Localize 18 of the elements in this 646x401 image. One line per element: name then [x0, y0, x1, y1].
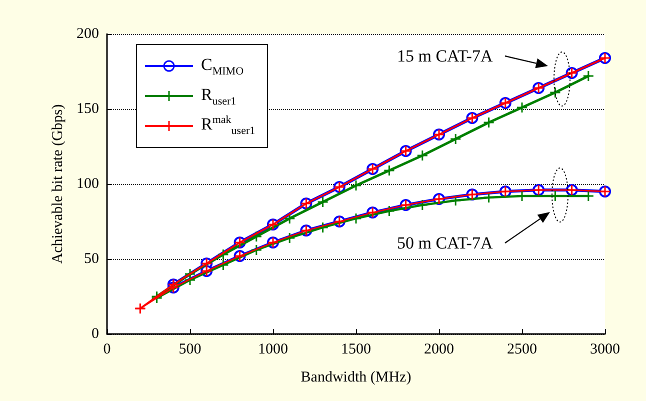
- x-tick-label: 0: [103, 342, 111, 358]
- y-tick-label: 50: [84, 251, 99, 267]
- y-tick-label: 200: [76, 26, 99, 42]
- x-tick-label: 2500: [507, 342, 537, 358]
- x-tick-label: 500: [178, 342, 202, 358]
- legend-label: C$_{MIMO}$: [201, 54, 244, 78]
- y-tick-label: 0: [92, 326, 99, 342]
- annotation: 15 m CAT-7A: [397, 46, 494, 66]
- y-axis-title: Achievable bit rate (Gbps): [50, 104, 66, 264]
- x-tick-label: 2000: [424, 342, 454, 358]
- y-tick-label: 150: [76, 101, 99, 117]
- y-tick-label: 100: [76, 176, 99, 192]
- annotation: 50 m CAT-7A: [397, 234, 494, 252]
- x-tick-label: 1000: [258, 342, 288, 358]
- x-axis-title: Bandwidth (MHz): [300, 370, 412, 386]
- x-tick-label: 3000: [590, 342, 620, 358]
- legend-label: R$_{user1}$: [201, 84, 236, 108]
- x-tick-label: 1500: [341, 342, 371, 358]
